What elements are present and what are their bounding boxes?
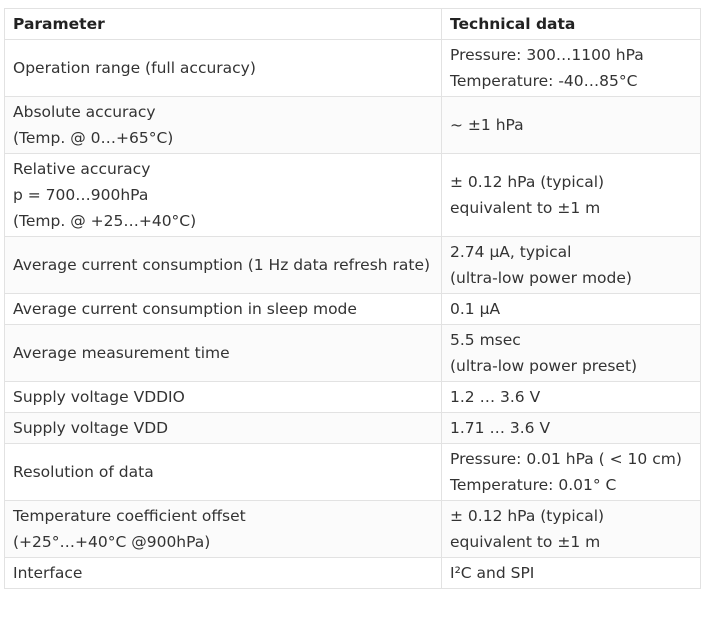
value-cell: I²C and SPI: [441, 557, 701, 589]
table-row: Average current consumption (1 Hz data r…: [4, 236, 701, 294]
value-cell: 2.74 µA, typical (ultra-low power mode): [441, 236, 701, 294]
table-row: Average measurement time 5.5 msec (ultra…: [4, 324, 701, 382]
value-cell: Pressure: 0.01 hPa ( < 10 cm) Temperatur…: [441, 443, 701, 501]
value-line: Temperature: 0.01° C: [450, 476, 617, 494]
parameter-line: Resolution of data: [13, 463, 154, 481]
parameter-cell: Temperature coefficient offset (+25°…+40…: [4, 500, 442, 558]
value-line: ± 0.12 hPa (typical): [450, 507, 605, 525]
technical-spec-table: Parameter Technical data Operation range…: [4, 8, 701, 589]
value-line: Pressure: 300…1100 hPa: [450, 46, 644, 64]
value-cell: ~ ±1 hPa: [441, 96, 701, 154]
value-cell: 5.5 msec (ultra-low power preset): [441, 324, 701, 382]
table-row: Relative accuracy p = 700…900hPa (Temp. …: [4, 153, 701, 237]
parameter-line: Average measurement time: [13, 344, 230, 362]
table-row: Temperature coefficient offset (+25°…+40…: [4, 500, 701, 558]
parameter-line: Absolute accuracy: [13, 103, 156, 121]
parameter-cell: Supply voltage VDD: [4, 412, 442, 444]
table-row: Resolution of data Pressure: 0.01 hPa ( …: [4, 443, 701, 501]
value-cell: Pressure: 300…1100 hPa Temperature: -40……: [441, 39, 701, 97]
parameter-cell: Operation range (full accuracy): [4, 39, 442, 97]
value-cell: ± 0.12 hPa (typical) equivalent to ±1 m: [441, 153, 701, 237]
value-cell: ± 0.12 hPa (typical) equivalent to ±1 m: [441, 500, 701, 558]
parameter-line: (Temp. @ +25…+40°C): [13, 212, 197, 230]
parameter-cell: Supply voltage VDDIO: [4, 381, 442, 413]
value-line: equivalent to ±1 m: [450, 199, 601, 217]
parameter-line: Supply voltage VDDIO: [13, 388, 185, 406]
parameter-line: Relative accuracy: [13, 160, 151, 178]
value-line: 1.2 … 3.6 V: [450, 388, 541, 406]
header-parameter: Parameter: [4, 8, 442, 40]
table-row: Interface I²C and SPI: [4, 557, 701, 589]
value-line: 5.5 msec: [450, 331, 521, 349]
parameter-line: Supply voltage VDD: [13, 419, 169, 437]
value-cell: 1.2 … 3.6 V: [441, 381, 701, 413]
value-line: Pressure: 0.01 hPa ( < 10 cm): [450, 450, 682, 468]
parameter-line: (+25°…+40°C @900hPa): [13, 533, 211, 551]
parameter-line: p = 700…900hPa: [13, 186, 149, 204]
parameter-line: (Temp. @ 0…+65°C): [13, 129, 174, 147]
value-line: ~ ±1 hPa: [450, 116, 524, 134]
parameter-line: Average current consumption (1 Hz data r…: [13, 256, 431, 274]
parameter-cell: Resolution of data: [4, 443, 442, 501]
header-technical-data: Technical data: [441, 8, 701, 40]
table-row: Supply voltage VDD 1.71 … 3.6 V: [4, 412, 701, 444]
value-cell: 0.1 µA: [441, 293, 701, 325]
value-line: equivalent to ±1 m: [450, 533, 601, 551]
table-row: Absolute accuracy (Temp. @ 0…+65°C) ~ ±1…: [4, 96, 701, 154]
table-body: Operation range (full accuracy) Pressure…: [4, 39, 701, 589]
parameter-cell: Relative accuracy p = 700…900hPa (Temp. …: [4, 153, 442, 237]
parameter-line: Temperature coefficient offset: [13, 507, 246, 525]
table-row: Operation range (full accuracy) Pressure…: [4, 39, 701, 97]
value-line: (ultra-low power preset): [450, 357, 638, 375]
table-header-row: Parameter Technical data: [4, 8, 701, 40]
table-row: Average current consumption in sleep mod…: [4, 293, 701, 325]
value-line: ± 0.12 hPa (typical): [450, 173, 605, 191]
value-line: Temperature: -40…85°C: [450, 72, 638, 90]
value-line: I²C and SPI: [450, 564, 535, 582]
value-line: (ultra-low power mode): [450, 269, 632, 287]
value-line: 0.1 µA: [450, 300, 501, 318]
parameter-line: Operation range (full accuracy): [13, 59, 256, 77]
value-line: 1.71 … 3.6 V: [450, 419, 551, 437]
value-line: 2.74 µA, typical: [450, 243, 572, 261]
parameter-line: Interface: [13, 564, 83, 582]
parameter-cell: Average current consumption (1 Hz data r…: [4, 236, 442, 294]
spec-table-container: Parameter Technical data Operation range…: [4, 8, 701, 589]
value-cell: 1.71 … 3.6 V: [441, 412, 701, 444]
parameter-cell: Average measurement time: [4, 324, 442, 382]
table-row: Supply voltage VDDIO 1.2 … 3.6 V: [4, 381, 701, 413]
parameter-line: Average current consumption in sleep mod…: [13, 300, 357, 318]
parameter-cell: Interface: [4, 557, 442, 589]
parameter-cell: Average current consumption in sleep mod…: [4, 293, 442, 325]
parameter-cell: Absolute accuracy (Temp. @ 0…+65°C): [4, 96, 442, 154]
